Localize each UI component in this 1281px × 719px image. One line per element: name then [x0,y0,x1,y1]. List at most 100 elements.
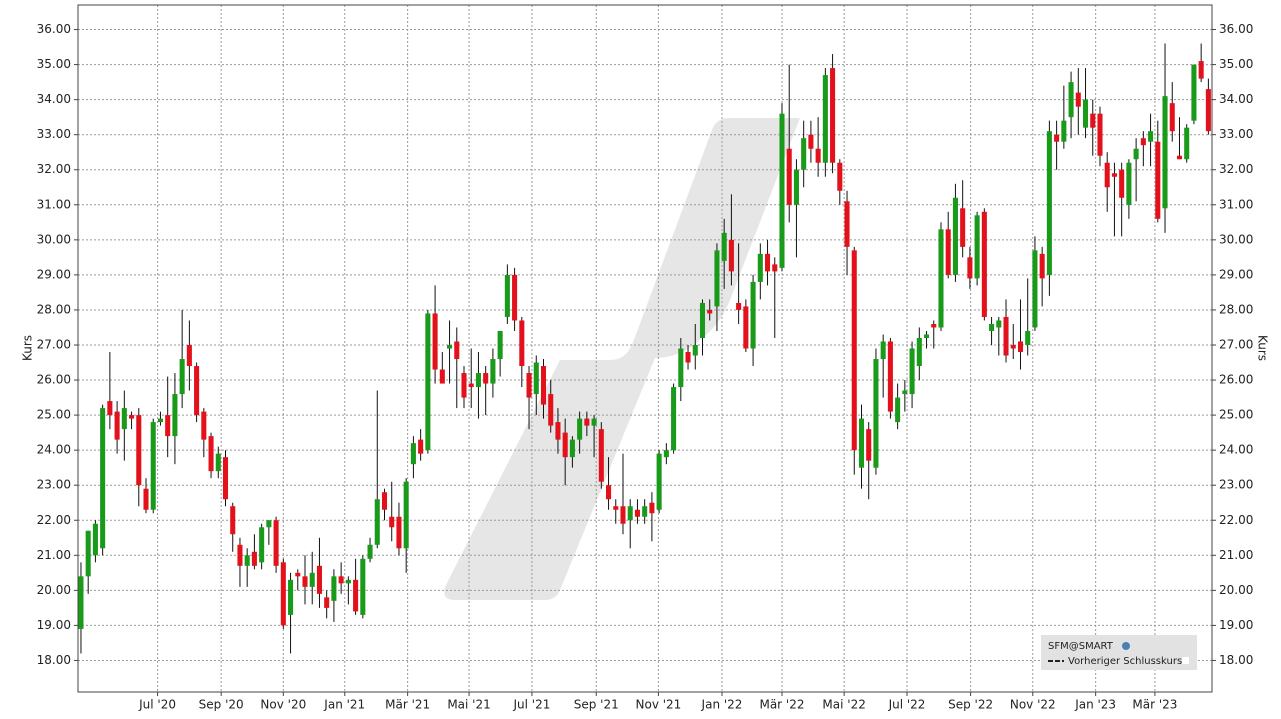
candle-body [1169,103,1175,132]
candle-body [1126,162,1132,205]
candle-body [266,520,272,528]
candle-body [1082,99,1089,128]
x-tick-label: Mär '22 [759,698,804,712]
candle-body [895,397,901,423]
candle-body [533,362,539,395]
legend-checkbox[interactable] [1182,657,1189,664]
candle-body [367,544,373,559]
candle-body [504,274,510,317]
candle-body [1061,120,1067,142]
candle-body [1003,316,1009,356]
candle-body [765,253,771,272]
x-tick-label: Jan '22 [701,698,743,712]
candle-body [548,394,554,426]
candle-body [1046,131,1052,275]
candle-body [606,485,612,500]
candle-body [396,516,402,549]
candle-body [613,506,619,510]
x-tick-label: Jan '23 [1074,698,1116,712]
candle-body [743,306,749,349]
y2-tick-label: 18.00 [1219,653,1253,667]
y-tick-label: 25.00 [37,408,71,422]
candle-body [721,232,727,261]
candle-body [288,579,294,615]
candle-body [136,415,142,486]
candle-body [1184,127,1190,160]
candle-body [649,502,655,514]
candle-body [345,579,351,584]
candle-body [222,457,229,500]
candle-body [931,323,937,328]
candle-body [475,373,481,388]
candle-body [172,394,178,437]
candle-body [490,359,496,384]
candle-body [374,499,380,545]
y2-tick-label: 25.00 [1219,408,1253,422]
x-tick-label: Mär '21 [385,698,430,712]
candle-body [1111,173,1117,177]
y-tick-label: 24.00 [37,443,71,457]
candle-body [757,253,763,282]
x-tick-label: Jul '20 [138,698,176,712]
y-tick-label: 36.00 [37,22,71,36]
candle-body [237,544,243,566]
y-tick-label: 18.00 [37,653,71,667]
candle-body [880,341,886,360]
candle-body [389,516,395,528]
legend-box [1041,635,1197,670]
candle-body [114,411,120,440]
x-tick-label: Mai '22 [822,698,865,712]
candle-body [150,422,156,510]
y2-tick-label: 20.00 [1219,583,1253,597]
candle-body [324,597,330,608]
candle-body [1162,96,1168,209]
candle-body [887,341,893,412]
candle-body [403,481,409,549]
x-tick-label: Nov '21 [636,698,682,712]
candle-body [844,201,850,247]
y2-tick-label: 28.00 [1219,302,1253,316]
candle-body [92,523,98,556]
candle-body [439,369,445,384]
candle-body [692,344,698,356]
candle-body [656,453,662,510]
candle-body [952,197,958,275]
candle-body [461,373,467,398]
candle-body [728,239,734,272]
candle-body [916,337,922,367]
candle-body [786,148,792,205]
x-tick-label: Jul '21 [512,698,550,712]
candle-body [909,348,915,395]
candle-body [707,309,713,314]
candle-body [779,113,785,268]
candle-body [519,320,525,367]
candle-body [251,551,257,566]
candle-body [1097,113,1103,156]
candle-body [1032,250,1038,328]
candle-body [208,436,214,472]
y-tick-label: 26.00 [37,373,71,387]
plot-frame [77,4,1213,693]
candle-body [1039,253,1045,279]
candle-body [201,411,207,440]
candle-body [1176,155,1183,160]
candle-body [432,313,438,370]
candle-body [468,383,474,388]
candle-body [996,320,1002,328]
candle-body [1090,113,1096,128]
y-tick-label: 33.00 [37,127,71,141]
candle-body [858,418,865,468]
y-tick-label: 27.00 [37,337,71,351]
candle-body [822,75,828,163]
candle-body [801,138,807,170]
candle-body [974,215,980,279]
candle-body [837,162,843,191]
candle-body [851,250,857,451]
legend-icon [1122,642,1130,650]
y2-tick-label: 22.00 [1219,513,1253,527]
y2-tick-label: 27.00 [1219,337,1253,351]
candle-body [280,562,286,626]
watermark [444,118,800,600]
candle-body [121,408,127,430]
